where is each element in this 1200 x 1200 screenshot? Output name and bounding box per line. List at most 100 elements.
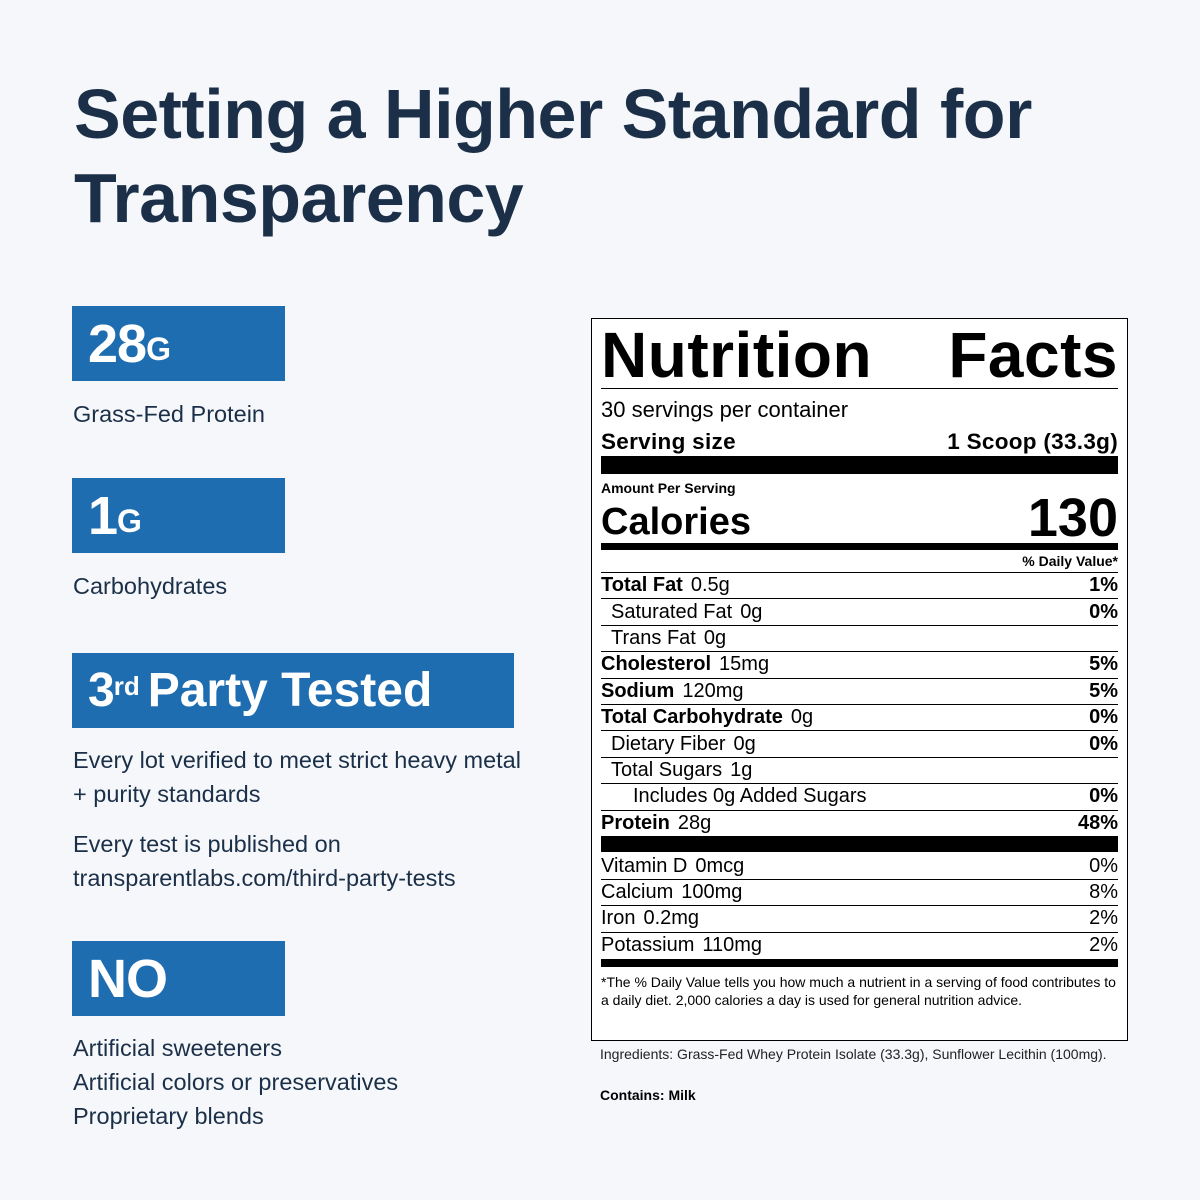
footnote: *The % Daily Value tells you how much a …: [601, 973, 1116, 1008]
caption: Proprietary blends: [73, 1103, 264, 1129]
nutrient: Total Fat 0.5g: [601, 574, 730, 597]
badge: NO: [72, 941, 285, 1016]
nutrient-row: Saturated Fat 0g 0%: [601, 599, 1118, 626]
badge-value: 1: [88, 485, 118, 546]
serving-size: Serving size 1 Scoop (33.3g): [601, 428, 1118, 474]
badge-superscript: rd: [113, 671, 140, 701]
nutrient-row: Cholesterol 15mg 5%: [601, 652, 1118, 679]
nutrient: Sodium 120mg: [601, 680, 744, 703]
nutrient-row: Iron 0.2mg 2%: [601, 906, 1118, 933]
nutrient-name: Vitamin D: [601, 854, 688, 877]
nutrient-name: Protein: [601, 811, 670, 834]
daily-value: 2%: [1089, 934, 1118, 957]
nutrient-name: Calcium: [601, 881, 674, 904]
title: Setting a Higher Standard for Transparen…: [74, 75, 1032, 237]
caption: Every test is published on transparentla…: [73, 831, 456, 891]
daily-value: 0%: [1089, 706, 1118, 729]
nutrient-row: Total Fat 0.5g 1%: [601, 573, 1118, 600]
daily-value: 0%: [1089, 854, 1118, 877]
nutrient-amount: 100mg: [681, 881, 743, 904]
caption: Carbohydrates: [73, 573, 228, 599]
nutrient: Trans Fat 0g: [601, 627, 726, 650]
badge-value: 28: [88, 313, 147, 374]
nutrient: Total Carbohydrate 0g: [601, 706, 813, 729]
nutrient-amount: 0g: [790, 706, 814, 729]
nutrient: Protein 28g: [601, 812, 711, 835]
nutrient-name: Includes 0g Added Sugars: [633, 785, 867, 808]
nutrient-name: Cholesterol: [601, 653, 712, 676]
serving-size-value: 1 Scoop (33.3g): [947, 429, 1118, 454]
nutrient-row: Trans Fat 0g: [601, 626, 1118, 653]
nutrient-amount: 110mg: [702, 934, 763, 957]
nutrient-row: Includes 0g Added Sugars 0%: [601, 784, 1118, 811]
contains: Contains: Milk: [600, 1087, 696, 1103]
daily-value: 2%: [1089, 907, 1118, 930]
nutrient-name: Potassium: [601, 934, 695, 957]
serving-size-label: Serving size: [601, 429, 736, 454]
nutrient-rows: Total Fat 0.5g 1% Saturated Fat 0g 0% Trans Fa…: [601, 573, 1118, 852]
calories: Calories 130: [601, 488, 1118, 550]
nutrient-row: Sodium 120mg 5%: [601, 679, 1118, 705]
nutrient-row: Total Carbohydrate 0g 0%: [601, 705, 1118, 732]
nutrient-amount: 0g: [733, 732, 756, 755]
nutrient-name: Total Carbohydrate: [601, 706, 783, 729]
nutrient-name: Sodium: [601, 679, 675, 702]
calories-value: 130: [1027, 488, 1118, 548]
nutrient-row: Dietary Fiber 0g 0%: [601, 731, 1118, 758]
nutrient: Cholesterol 15mg: [601, 653, 769, 676]
servings: 30 servings per container: [601, 397, 849, 422]
badge-value: 3: [88, 664, 115, 717]
daily-value: 0%: [1089, 785, 1118, 808]
nutrient-name: Saturated Fat: [611, 600, 733, 623]
nutrient-name: Trans Fat: [611, 626, 696, 649]
nutrient-name: Total Sugars: [611, 758, 723, 781]
nutrient-amount: 28g: [677, 811, 712, 834]
nutrient: Dietary Fiber 0g: [601, 733, 756, 756]
ingredients: Ingredients: Grass-Fed Whey Protein Isol…: [600, 1046, 1107, 1062]
nutrient: Saturated Fat 0g: [601, 601, 762, 624]
vitamin-rows: Vitamin D 0mcg 0% Calcium 100mg 8% Iron 0.2mg 2%…: [601, 854, 1118, 967]
nutrient-amount: 1g: [730, 758, 753, 781]
nutrient-row: Potassium 110mg 2%: [601, 933, 1118, 967]
badge-value: NO: [88, 948, 168, 1009]
nutrient-name: Iron: [601, 907, 636, 930]
label-title: Nutrition Facts: [601, 319, 1118, 391]
daily-value: 48%: [1077, 811, 1118, 834]
badge-text: Party Tested: [147, 664, 433, 717]
badge-unit: G: [146, 331, 171, 367]
daily-value: 1%: [1089, 574, 1118, 597]
amount-per-serving: Amount Per Serving: [601, 480, 736, 496]
nutrient-amount: 0g: [703, 626, 727, 649]
daily-value: 5%: [1089, 679, 1118, 702]
nutrient: Iron 0.2mg: [601, 907, 699, 930]
nutrient-row: Calcium 100mg 8%: [601, 880, 1118, 907]
nutrient-row: Total Sugars 1g: [601, 758, 1118, 785]
caption: Every lot verified to meet strict heavy …: [73, 747, 521, 807]
badge-unit: G: [117, 503, 142, 539]
nutrient-name: Dietary Fiber: [611, 732, 726, 755]
nutrient-amount: 0g: [740, 600, 763, 623]
nutrient: Calcium 100mg: [601, 881, 742, 904]
daily-value-header: % Daily Value*: [601, 550, 1118, 573]
nutrient: Includes 0g Added Sugars: [601, 785, 867, 808]
caption: Artificial colors or preservatives: [73, 1069, 399, 1095]
daily-value: 8%: [1089, 881, 1118, 904]
daily-value: 5%: [1089, 653, 1118, 676]
nutrient-amount: 0.2mg: [643, 907, 700, 930]
nutrient: Vitamin D 0mcg: [601, 855, 744, 878]
nutrient: Potassium 110mg: [601, 934, 762, 957]
daily-value: 0%: [1089, 732, 1118, 755]
caption: Grass-Fed Protein: [73, 401, 265, 427]
badge: 28 G: [72, 306, 285, 381]
nutrient-amount: 15mg: [719, 653, 770, 676]
nutrient-name: Total Fat: [601, 574, 683, 597]
caption: Artificial sweeteners: [73, 1035, 282, 1061]
nutrient-row: Vitamin D 0mcg 0%: [601, 854, 1118, 880]
daily-value: 0%: [1089, 600, 1118, 623]
nutrient-amount: 0mcg: [695, 854, 745, 877]
nutrition-label: Nutrition Facts 30 servings per containe…: [591, 318, 1128, 1041]
nutrient: Total Sugars 1g: [601, 759, 752, 782]
